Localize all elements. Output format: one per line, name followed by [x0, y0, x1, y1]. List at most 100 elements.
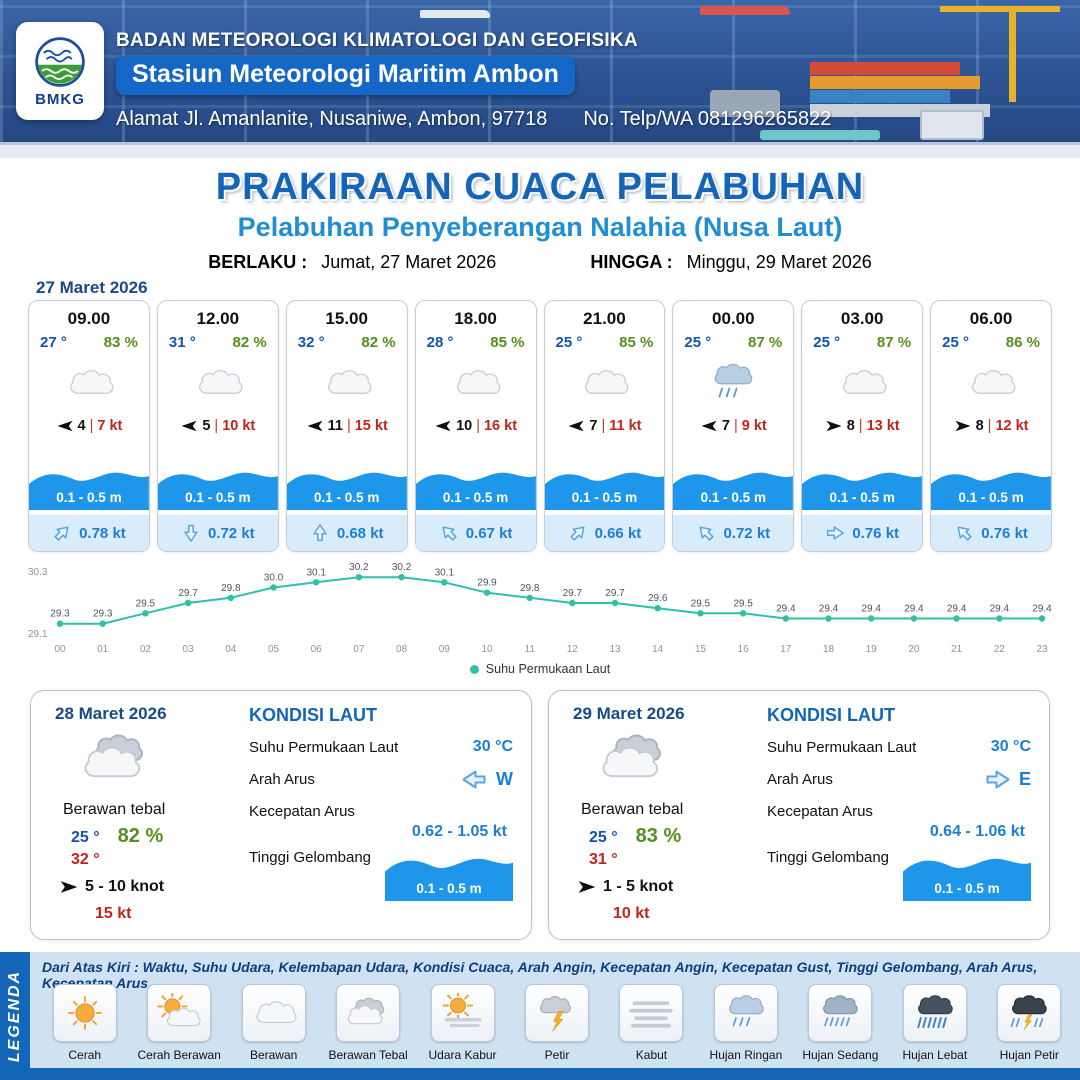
wind-direction-icon: [825, 417, 843, 435]
svg-text:29.7: 29.7: [605, 588, 625, 599]
gust-speed: 15 kt: [354, 418, 388, 434]
sst-chart-plot: 30.3 29.1 29.3 00 29.3 01 29.5 02 29.7 03 29.8 04 30…: [24, 556, 1056, 660]
current-speed: 0.76 kt: [852, 524, 900, 542]
separator: |: [214, 418, 219, 434]
temp-value: 25 °: [813, 334, 841, 351]
temp-value: 25 °: [555, 334, 583, 351]
day-card-28: 28 Maret 2026 Berawan tebal 25 ° 82 % 32…: [30, 690, 532, 940]
wave-height-value: 0.1 - 0.5 m: [314, 490, 380, 505]
current-speed: 0.66 kt: [594, 524, 642, 542]
temp-value: 25 °: [942, 334, 969, 351]
temp-humidity-row: 25 ° 87 %: [673, 329, 793, 351]
svg-text:09: 09: [439, 644, 451, 655]
wave-height-value: 0.1 - 0.5 m: [442, 490, 509, 505]
temp-max: 31 °: [589, 851, 618, 868]
wind-range: 1 - 5 knot: [603, 878, 674, 895]
current-direction-icon: [984, 766, 1011, 793]
svg-text:05: 05: [268, 644, 280, 655]
separator: |: [733, 418, 738, 434]
wind-direction-icon: [56, 417, 74, 435]
current-row: 0.78 kt: [29, 515, 149, 551]
validity-line: BERLAKU : Jumat, 27 Maret 2026 HINGGA : …: [0, 252, 1080, 273]
temp-value: 27 °: [40, 334, 67, 351]
forecast-card: 00.00 25 ° 87 % 7 | 9 kt 0.1 - 0.5 m 0.7…: [672, 300, 795, 552]
temp-value: 32 °: [297, 334, 325, 351]
wave-height-box: 0.1 - 0.5 m: [385, 849, 513, 901]
forecast-card: 21.00 25 ° 85 % 7 | 11 kt 0.1 - 0.5 m 0.…: [543, 300, 666, 552]
udara-kabur-icon: [430, 984, 495, 1042]
wave-height-box: 0.1 - 0.5 m: [286, 464, 407, 510]
cloud-icon: [65, 727, 175, 793]
svg-text:29.4: 29.4: [819, 604, 839, 615]
svg-text:08: 08: [396, 644, 408, 655]
legend-ribbon: LEGENDA: [0, 952, 30, 1080]
separator: |: [601, 418, 606, 434]
forecast-cards-row: 09.00 27 ° 83 % 4 | 7 kt 0.1 - 0.5 m 0.7…: [28, 300, 1052, 552]
svg-text:30.1: 30.1: [306, 567, 326, 578]
legend-section: LEGENDA Dari Atas Kiri : Waktu, Suhu Uda…: [0, 952, 1080, 1080]
station-name: Stasiun Meteorologi Maritim Ambon: [116, 56, 575, 95]
humidity-value: 85 %: [490, 334, 525, 351]
legend-item: Cerah: [40, 984, 129, 1062]
berawan-icon: [241, 984, 306, 1042]
svg-text:29.4: 29.4: [861, 604, 881, 615]
bmkg-logo: BMKG: [16, 22, 104, 120]
current-direction-value: W: [496, 769, 513, 789]
header-banner: BMKG BADAN METEOROLOGI KLIMATOLOGI DAN G…: [0, 0, 1080, 158]
svg-text:04: 04: [225, 644, 237, 655]
wind-row: 11 | 15 kt: [287, 417, 407, 435]
wind-speed: 10: [456, 418, 473, 434]
current-direction-icon: [461, 766, 488, 793]
forecast-time: 06.00: [969, 309, 1013, 328]
wave-height-box: 0.1 - 0.5 m: [802, 464, 923, 510]
sea-section-title: KONDISI LAUT: [249, 705, 377, 725]
svg-text:29.8: 29.8: [221, 583, 241, 594]
weather-icon: [545, 351, 665, 415]
svg-text:29.1: 29.1: [28, 629, 48, 640]
separator: |: [987, 418, 992, 434]
current-speed: 0.76 kt: [981, 524, 1028, 542]
wave-height-label: Tinggi Gelombang: [249, 849, 372, 866]
svg-text:19: 19: [866, 644, 878, 655]
sst-label: Suhu Permukaan Laut: [767, 738, 917, 756]
cerah-icon: [52, 984, 117, 1042]
wave-height-box: 0.1 - 0.5 m: [903, 849, 1031, 901]
svg-text:21: 21: [951, 644, 963, 655]
wind-speed: 11: [327, 418, 343, 434]
legend-item-label: Kabut: [635, 1048, 668, 1062]
sea-conditions: KONDISI LAUT Suhu Permukaan Laut 30 °C A…: [767, 705, 1031, 901]
forecast-time: 00.00: [712, 309, 755, 328]
wind-speed: 8: [846, 418, 855, 434]
humidity-value: 86 %: [1005, 334, 1040, 351]
legend-item-label: Hujan Ringan: [709, 1048, 783, 1062]
weather-icon: [29, 351, 149, 415]
chart-legend: Suhu Permukaan Laut: [24, 662, 1056, 676]
chart-legend-label: Suhu Permukaan Laut: [485, 662, 611, 676]
svg-text:12: 12: [567, 644, 579, 655]
bmkg-logo-icon: [35, 36, 85, 87]
forecast-card: 12.00 31 ° 82 % 5 | 10 kt 0.1 - 0.5 m 0.…: [156, 300, 279, 552]
station-contact: No. Telp/WA 081296265822: [583, 108, 832, 130]
forecast-time: 09.00: [67, 309, 111, 328]
current-row: 0.68 kt: [286, 515, 407, 551]
current-speed-row: Kecepatan Arus 0.62 - 1.05 kt: [249, 803, 513, 841]
legend-item: Cerah Berawan: [134, 984, 223, 1062]
wind-direction-icon: [306, 417, 324, 435]
hujan-lebat-icon: [902, 984, 967, 1042]
wind-row: 10 | 16 kt: [416, 417, 536, 435]
current-direction-icon: [310, 523, 330, 543]
sea-section-title: KONDISI LAUT: [767, 705, 895, 725]
svg-text:29.5: 29.5: [733, 598, 753, 609]
gust-value: 15 kt: [95, 905, 132, 922]
legend-item: Kabut: [607, 984, 696, 1062]
svg-text:29.3: 29.3: [50, 609, 70, 620]
svg-text:22: 22: [994, 644, 1006, 655]
svg-text:11: 11: [525, 644, 536, 655]
svg-text:16: 16: [738, 644, 750, 655]
temp-humidity-row: 32 ° 82 %: [287, 329, 407, 351]
svg-text:30.2: 30.2: [349, 562, 369, 573]
current-direction-icon: [825, 523, 845, 543]
temp-humidity-row: 25 ° 82 %: [71, 825, 163, 848]
sst-chart: 30.3 29.1 29.3 00 29.3 01 29.5 02 29.7 03 29.8 04 30…: [24, 556, 1056, 676]
